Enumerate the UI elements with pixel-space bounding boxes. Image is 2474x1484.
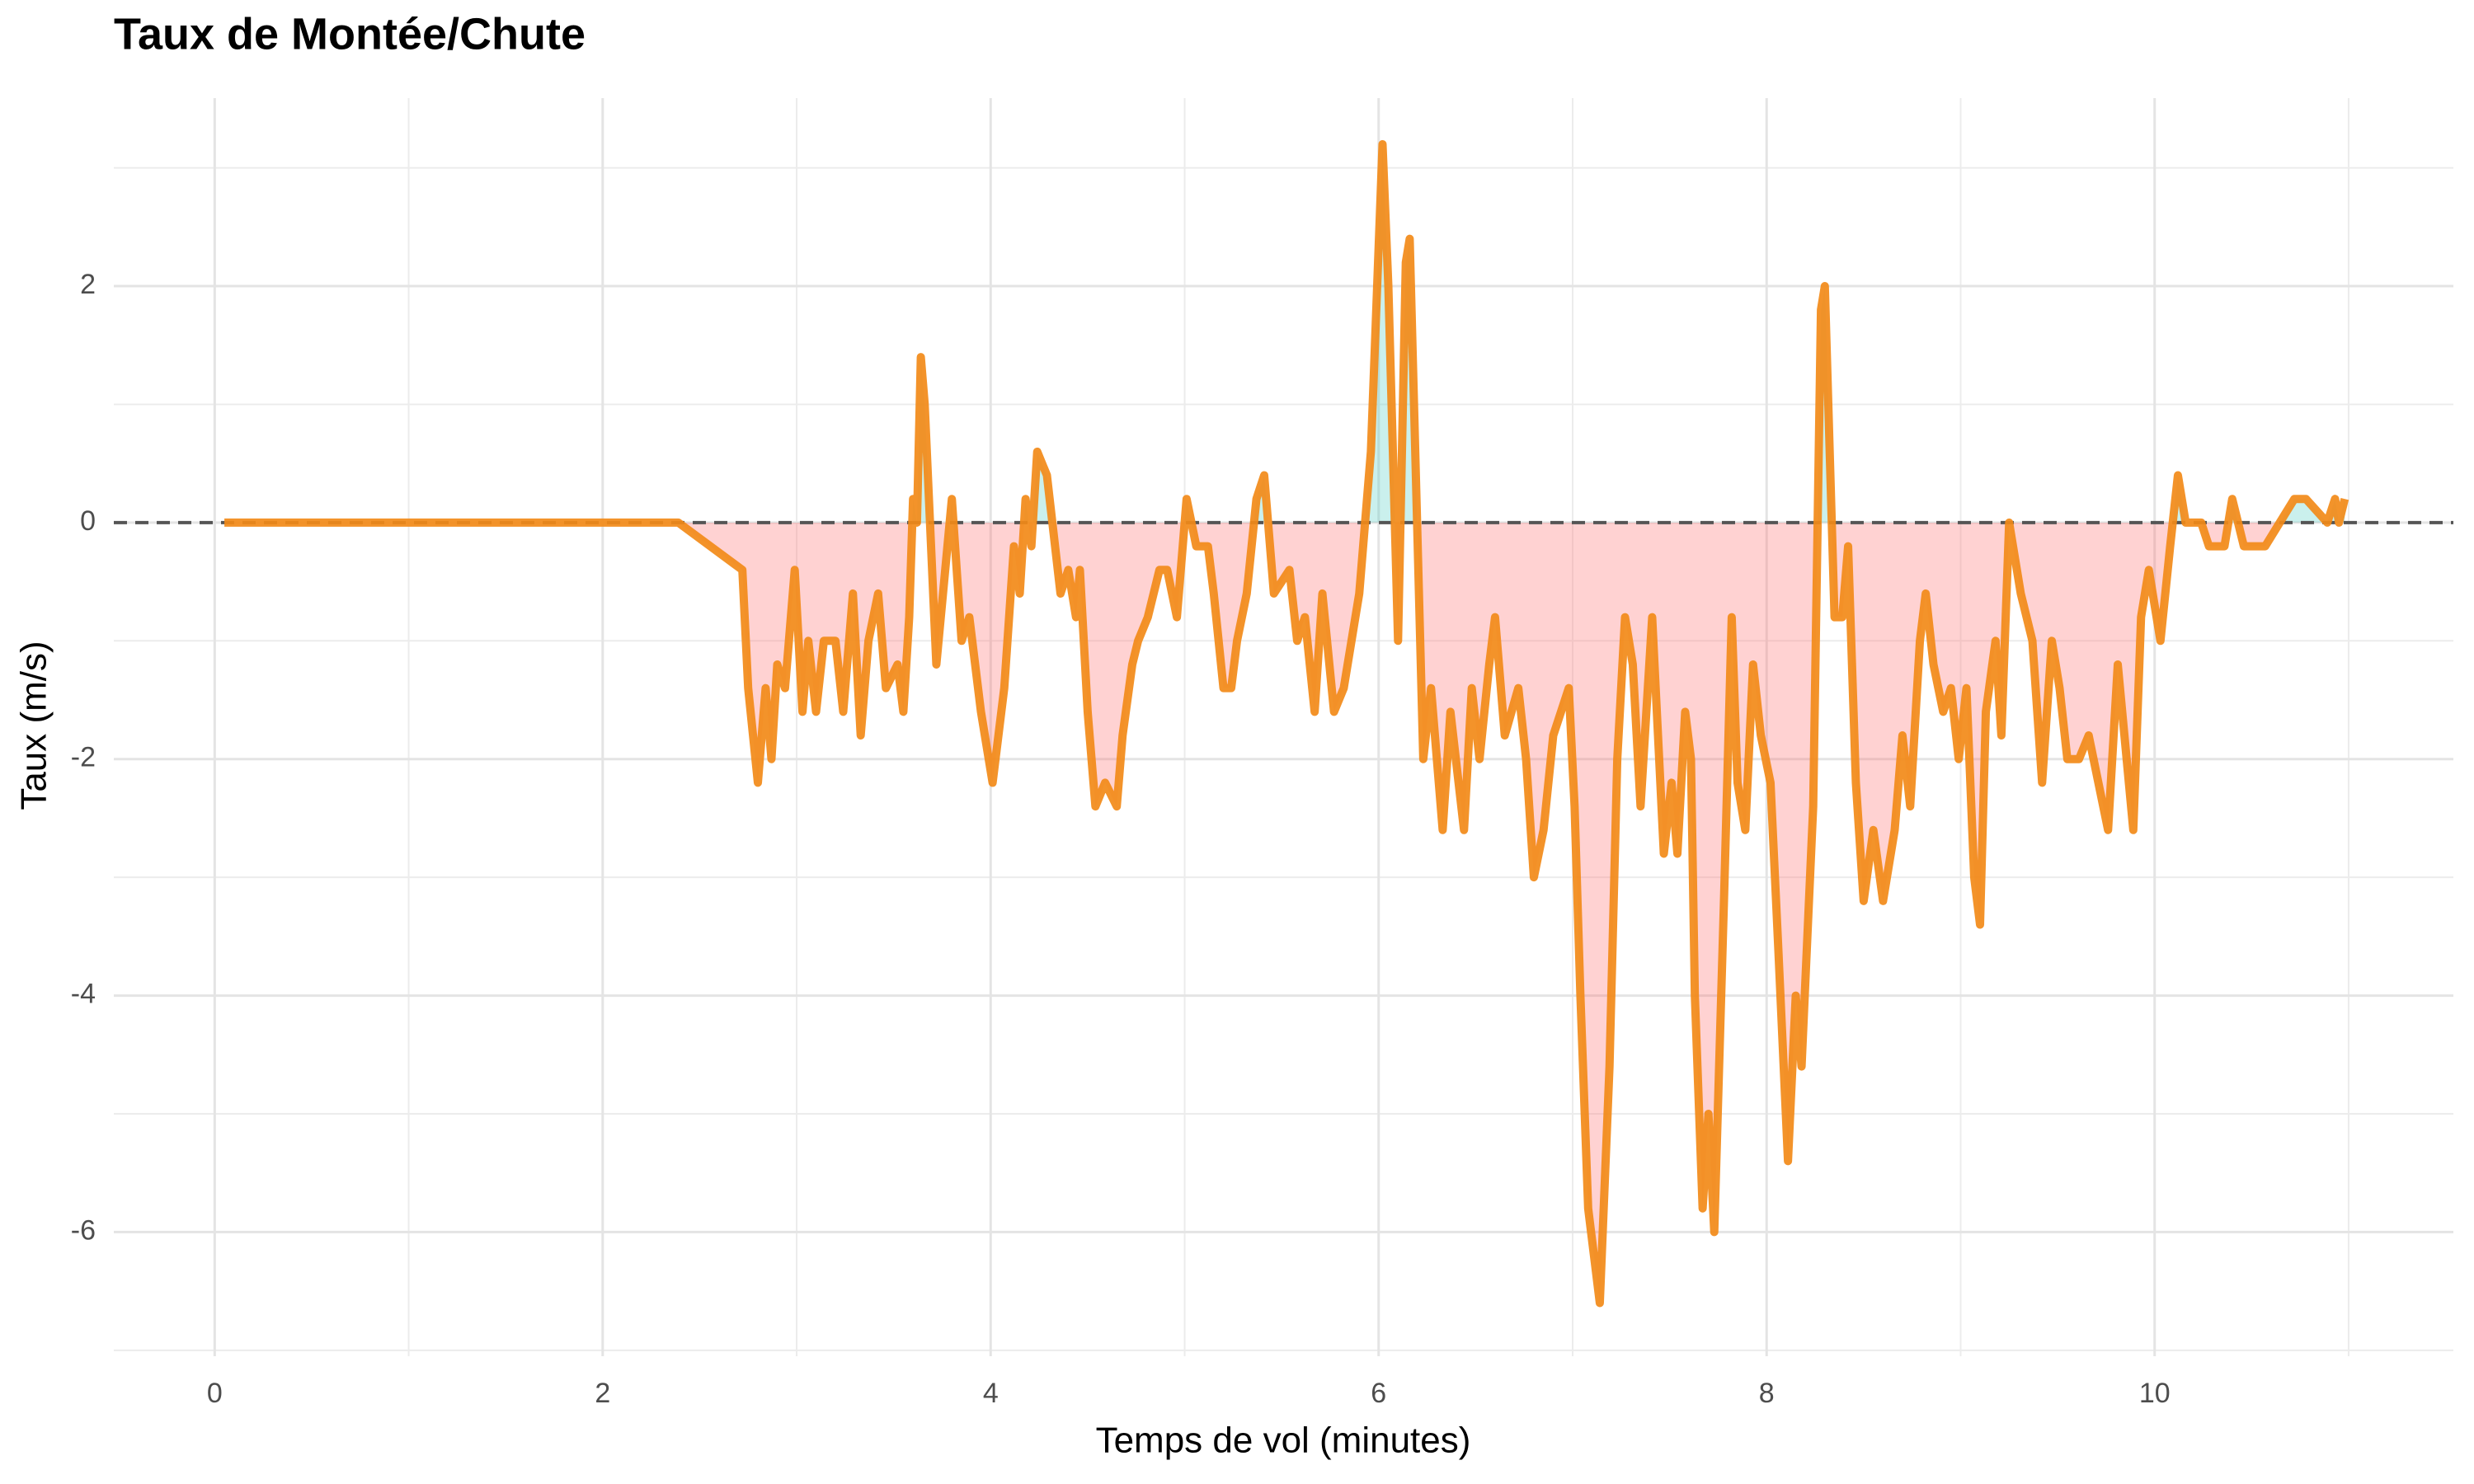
y-tick-label: -4 [71, 979, 96, 1010]
y-tick-label: -6 [71, 1214, 96, 1246]
x-tick-label: 4 [983, 1378, 999, 1409]
y-tick-label: 2 [80, 269, 96, 300]
plot [114, 139, 2453, 1308]
y-tick-label: 0 [80, 505, 96, 537]
chart-title: Taux de Montée/Chute [114, 9, 586, 59]
x-tick-label: 2 [595, 1378, 610, 1409]
x-tick-label: 0 [207, 1378, 223, 1409]
x-tick-label: 10 [2139, 1378, 2171, 1409]
y-tick-label: -2 [71, 742, 96, 773]
area-above [912, 143, 2345, 523]
line [224, 139, 2349, 1308]
y-axis-title: Taux (m/s) [14, 641, 54, 810]
area-below [224, 522, 2345, 1303]
x-tick-label: 6 [1371, 1378, 1386, 1409]
x-axis-title: Temps de vol (minutes) [1096, 1421, 1471, 1461]
grid [114, 98, 2453, 1356]
x-tick-label: 8 [1759, 1378, 1775, 1409]
